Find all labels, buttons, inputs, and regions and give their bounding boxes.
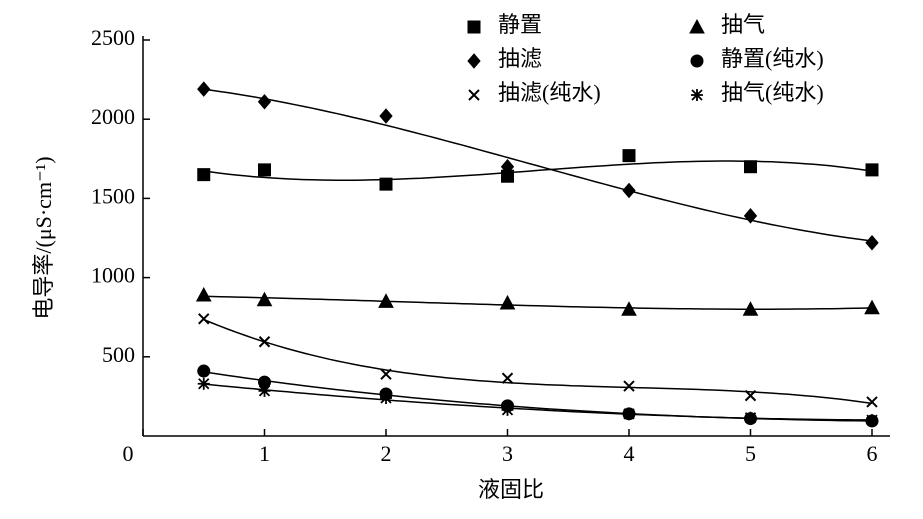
- x-tick-label: 3: [502, 441, 513, 466]
- data-point: [258, 336, 271, 348]
- data-point: [197, 364, 211, 378]
- trend-curve: [203, 160, 873, 181]
- data-point: [258, 384, 271, 397]
- trend-curve: [203, 318, 873, 405]
- data-point: [623, 380, 635, 392]
- legend-label: 抽气: [721, 12, 765, 37]
- data-point: [197, 168, 211, 182]
- y-tick-label: 2500: [91, 25, 135, 50]
- data-point: [501, 372, 514, 384]
- data-point: [258, 163, 271, 177]
- legend-label: 静置(纯水): [721, 46, 824, 71]
- x-tick-label: 5: [745, 441, 756, 466]
- x-tick-label: 0: [123, 441, 134, 466]
- y-axis-label: 电导率/(μS·cm⁻¹): [31, 156, 56, 319]
- y-tick-label: 1000: [91, 263, 135, 288]
- y-tick-label: 1500: [91, 183, 135, 208]
- data-point: [744, 411, 757, 424]
- data-point: [380, 368, 392, 380]
- x-axis-label: 液固比: [478, 477, 544, 502]
- data-point: [379, 177, 393, 191]
- data-point: [865, 234, 879, 251]
- trend-curve: [203, 88, 873, 242]
- legend-label: 抽气(纯水): [721, 80, 824, 105]
- data-point: [257, 94, 272, 110]
- data-point: [866, 396, 878, 408]
- y-tick-label: 500: [102, 342, 135, 367]
- legend-marker: [468, 89, 480, 101]
- data-point: [621, 301, 637, 316]
- data-point: [378, 293, 394, 308]
- data-point: [866, 414, 878, 427]
- legend-label: 抽滤(纯水): [498, 80, 601, 105]
- legend-label: 抽滤: [498, 46, 542, 71]
- legend-label: 静置: [498, 12, 542, 37]
- data-point: [744, 160, 757, 174]
- legend-marker: [690, 54, 704, 68]
- data-point: [379, 108, 393, 124]
- data-point: [197, 81, 211, 97]
- legend-marker: [691, 89, 703, 101]
- data-point: [864, 299, 880, 315]
- data-point: [622, 182, 636, 199]
- data-point: [743, 208, 758, 224]
- data-point: [197, 377, 210, 390]
- data-point: [256, 291, 273, 307]
- y-tick-label: 2000: [91, 104, 135, 129]
- x-tick-label: 4: [624, 441, 635, 466]
- data-point: [380, 391, 392, 404]
- data-point: [623, 407, 635, 420]
- data-point: [195, 286, 212, 302]
- trend-curve: [203, 295, 873, 310]
- legend-marker: [689, 18, 705, 34]
- trend-curve: [203, 383, 873, 421]
- data-point: [744, 389, 757, 402]
- legend-marker: [467, 53, 481, 69]
- data-point: [742, 301, 759, 316]
- data-point: [198, 313, 210, 325]
- data-point: [865, 163, 879, 177]
- data-point: [500, 158, 515, 175]
- data-point: [622, 149, 636, 163]
- x-tick-label: 1: [259, 441, 270, 466]
- x-tick-label: 6: [867, 441, 878, 466]
- trend-curve: [203, 371, 873, 422]
- data-point: [501, 403, 514, 416]
- legend-marker: [467, 20, 481, 34]
- x-tick-label: 2: [381, 441, 392, 466]
- data-point: [499, 294, 516, 310]
